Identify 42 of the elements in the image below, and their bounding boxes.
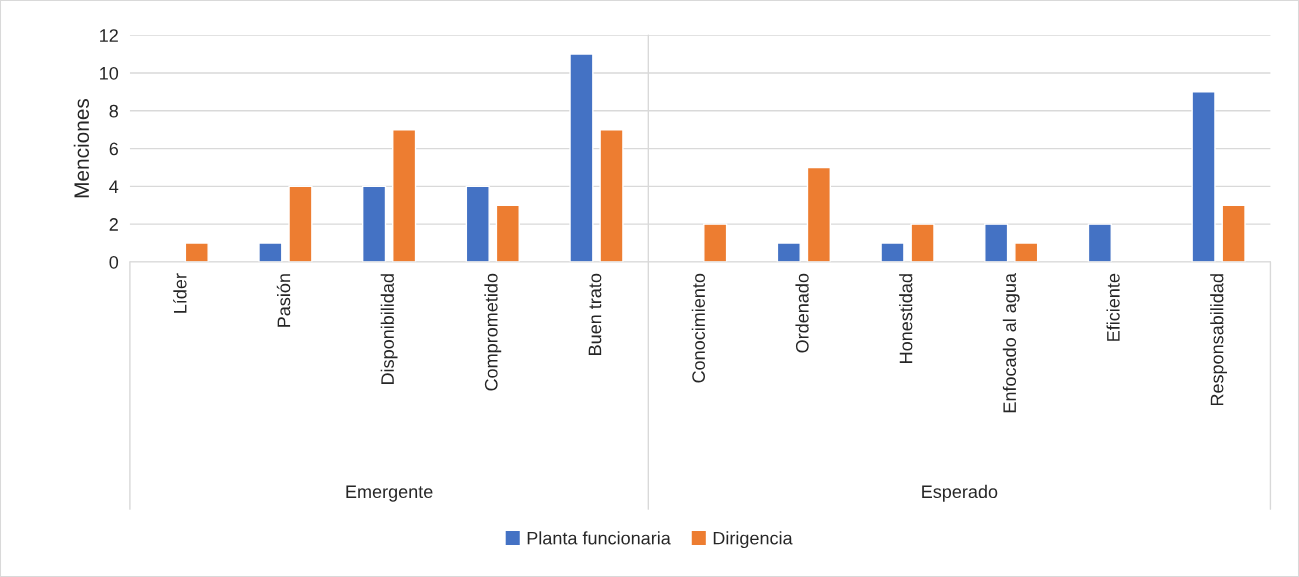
x-tick-label: Líder xyxy=(173,273,187,313)
bar xyxy=(1221,204,1246,262)
x-tick-label: Responsabilidad xyxy=(1210,274,1227,406)
x-tick-label: Conocimiento xyxy=(691,273,706,383)
bar xyxy=(806,166,831,262)
bar xyxy=(361,185,387,262)
y-tick-label: 8 xyxy=(109,104,118,118)
bar xyxy=(703,223,728,262)
bar xyxy=(495,204,520,262)
bar xyxy=(880,242,905,262)
bar xyxy=(288,185,313,262)
legend-label: Planta funcionaria xyxy=(527,531,671,545)
x-tick-label: Comprometido xyxy=(484,273,502,391)
text: Esperado xyxy=(922,484,998,502)
y-tick-label: 0 xyxy=(109,255,119,269)
bar xyxy=(465,185,490,262)
bar xyxy=(984,223,1009,262)
x-tick-label: Ordenado xyxy=(795,273,809,353)
legend-label: Dirigencia xyxy=(713,531,793,549)
y-tick-label: 12 xyxy=(100,29,118,42)
text: Emergente xyxy=(346,485,433,502)
y-tick-label: 2 xyxy=(109,218,118,231)
bar xyxy=(569,53,594,262)
bar xyxy=(910,223,935,262)
bar xyxy=(1014,242,1039,262)
x-tick-label: Eficiente xyxy=(1106,273,1120,341)
x-tick-label: Enfocado al agua xyxy=(1002,273,1020,413)
y-tick-label: 6 xyxy=(109,142,118,156)
x-tick-label: Buen trato xyxy=(588,273,602,355)
x-tick-label: Disponibilidad xyxy=(380,274,398,384)
y-tick-label: 4 xyxy=(109,180,119,193)
bar xyxy=(599,128,624,262)
bar xyxy=(392,128,417,262)
bar xyxy=(1191,91,1216,262)
y-tick-label: 10 xyxy=(100,66,119,80)
bar xyxy=(1087,223,1112,262)
y-axis-title: Menciones xyxy=(73,98,90,198)
x-tick-label: Pasión xyxy=(276,274,291,327)
x-tick-label: Honestidad xyxy=(899,274,913,363)
bar xyxy=(184,242,209,262)
bar xyxy=(258,242,283,262)
bar xyxy=(776,242,801,262)
